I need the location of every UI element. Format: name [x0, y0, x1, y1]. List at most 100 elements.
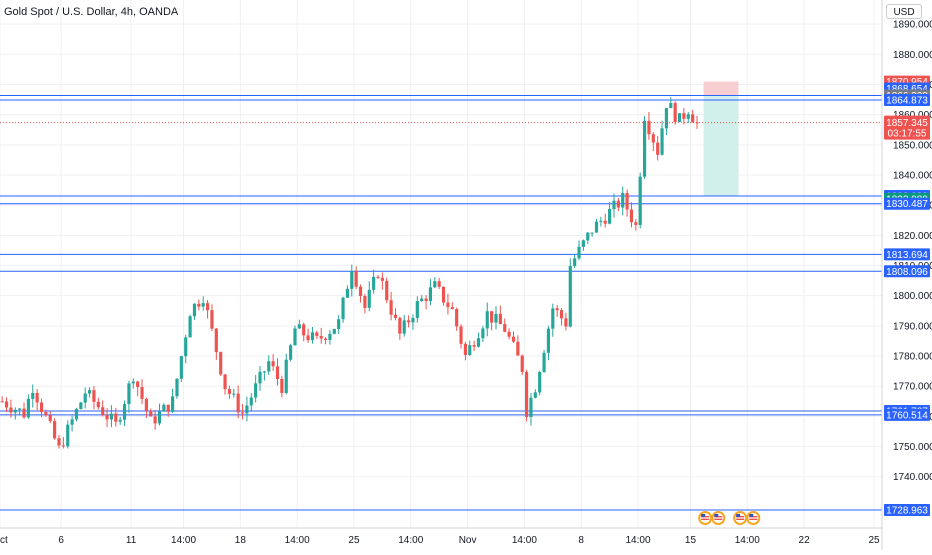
candle-body	[219, 352, 223, 375]
candle-body	[166, 404, 170, 412]
price-label-text: 1868.654	[886, 84, 928, 95]
candle-body	[669, 103, 673, 109]
candle-body	[245, 405, 249, 414]
candle-body	[608, 209, 612, 224]
candle-body	[22, 408, 26, 418]
candle-body	[428, 287, 433, 302]
candle-body	[297, 324, 301, 329]
candle-body	[315, 332, 319, 336]
candle-body	[503, 324, 507, 332]
y-tick-label: 1800.000	[893, 291, 932, 302]
candle-body	[70, 419, 74, 425]
candle-body	[586, 232, 590, 241]
candle-body	[455, 309, 459, 327]
candle-body	[162, 404, 166, 412]
candle-body	[629, 209, 634, 223]
candle-body	[599, 220, 603, 222]
candle-body	[398, 317, 402, 334]
candle-body	[393, 314, 398, 318]
candle-body	[101, 407, 105, 416]
candle-body	[114, 413, 118, 422]
candle-body	[642, 120, 647, 177]
event-icon-stripe	[736, 518, 745, 520]
candle-body	[205, 303, 210, 311]
candle-body	[157, 411, 162, 424]
price-axis-label: 1728.963	[884, 504, 930, 517]
us-flag-event-icon[interactable]	[711, 511, 726, 525]
y-tick-label: 1860.000	[893, 110, 932, 121]
candle-body	[529, 397, 533, 418]
candle-body	[149, 410, 153, 417]
price-axis-label: 1813.694	[884, 248, 930, 261]
price-label-text: 1864.873	[886, 95, 928, 106]
candle-body	[695, 122, 699, 124]
candle-body	[267, 361, 271, 372]
candle-body	[122, 404, 127, 420]
y-tick-label: 1820.000	[893, 231, 932, 242]
x-tick-label: Oct	[0, 535, 8, 546]
candle-body	[621, 193, 625, 208]
candle-body	[92, 390, 96, 402]
candle-body	[490, 311, 494, 323]
x-tick-label: 14:00	[171, 535, 196, 546]
candle-body	[4, 401, 9, 408]
x-tick-label: 14:00	[398, 535, 423, 546]
y-tick-label: 1740.000	[893, 472, 932, 483]
us-flag-event-icon[interactable]	[733, 511, 748, 525]
candle-body	[656, 142, 660, 155]
candle-body	[507, 331, 511, 337]
candle-body	[485, 311, 489, 329]
candle-body	[140, 387, 144, 399]
position-tool[interactable]	[703, 81, 739, 197]
candle-body	[275, 366, 280, 379]
candle-body	[494, 313, 498, 323]
candle-body	[446, 302, 450, 308]
candle-body	[171, 396, 175, 412]
candle-body	[476, 338, 481, 347]
x-tick-label: 14:00	[512, 535, 537, 546]
candle-body	[328, 333, 332, 340]
candle-body	[210, 310, 214, 329]
price-label-text: 1830.487	[886, 199, 928, 210]
candle-body	[79, 402, 83, 410]
candle-body	[197, 303, 201, 307]
event-icon-canton	[736, 514, 741, 517]
candle-body	[341, 297, 345, 320]
candle-body	[441, 286, 446, 303]
candle-body	[498, 313, 502, 325]
y-tick-label: 1840.000	[893, 170, 932, 181]
event-markers[interactable]	[698, 511, 761, 525]
horizontal-levels[interactable]	[0, 95, 882, 511]
us-flag-event-icon[interactable]	[746, 511, 761, 525]
price-label-bg	[884, 93, 930, 106]
x-tick-label: 15	[685, 535, 697, 546]
price-label-bg	[884, 408, 930, 421]
price-axis-label: 1808.096	[884, 265, 930, 278]
candle-body	[577, 246, 581, 259]
candle-body	[18, 408, 22, 410]
currency-badge[interactable]: USD	[886, 4, 922, 19]
candle-body	[402, 320, 406, 334]
candle-body	[424, 298, 428, 302]
candle-body	[57, 438, 61, 446]
y-tick-label: 1750.000	[893, 442, 932, 453]
candle-body	[511, 336, 516, 342]
candle-body	[66, 424, 70, 447]
candle-body	[433, 281, 437, 288]
candles	[0, 97, 699, 449]
candle-body	[39, 402, 44, 413]
price-label-bg	[884, 265, 930, 278]
candle-body	[612, 200, 616, 210]
y-tick-label: 1790.000	[893, 321, 932, 332]
candle-body	[590, 232, 594, 234]
candle-body	[88, 390, 92, 394]
candle-body	[581, 240, 585, 247]
us-flag-event-icon[interactable]	[698, 511, 713, 525]
candle-body	[616, 200, 620, 208]
candle-body	[332, 329, 336, 334]
candle-body	[302, 324, 306, 336]
candle-body	[310, 332, 315, 341]
